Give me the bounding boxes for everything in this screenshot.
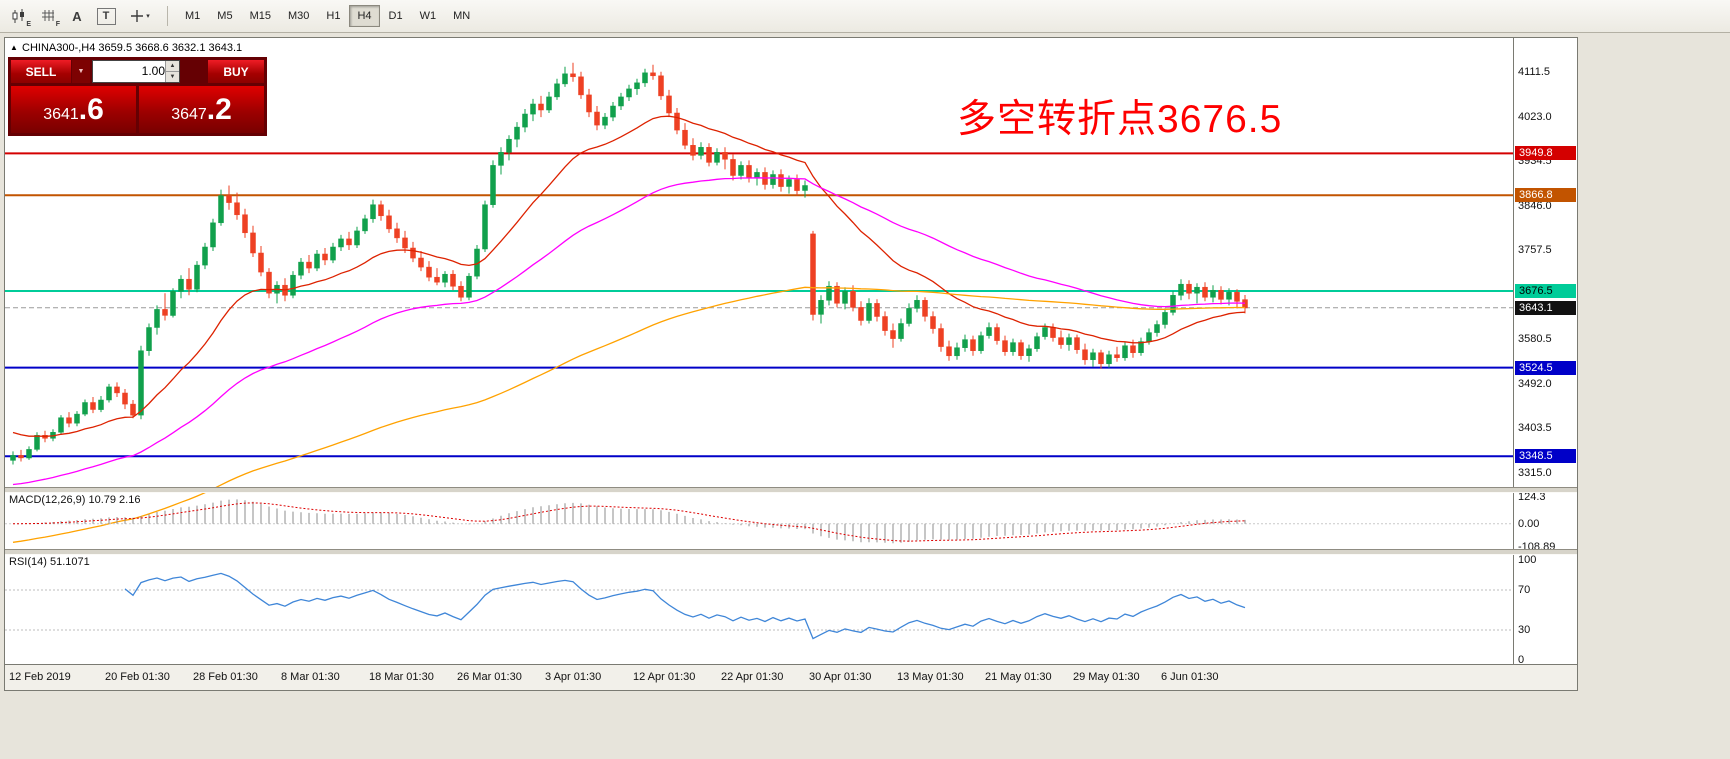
rsi-axis-tick: 70 <box>1518 584 1531 596</box>
grid-icon[interactable]: F <box>35 4 61 28</box>
order-options-caret-icon[interactable]: ▼ <box>72 60 90 83</box>
time-axis-label: 13 May 01:30 <box>897 671 964 683</box>
hline-price-label: 3866.8 <box>1515 188 1576 203</box>
sell-price-main: 3641 <box>43 106 79 123</box>
rsi-pane-label: RSI(14) 51.1071 <box>9 556 90 568</box>
one-click-trading-panel: SELL ▼ ▲ ▼ BUY 3641.6 3647.2 <box>8 57 267 136</box>
timeframe-button-m1[interactable]: M1 <box>185 10 201 22</box>
dropdown-caret-icon: ▾ <box>146 13 150 20</box>
collapse-trade-panel-icon[interactable]: ▲ <box>10 43 18 52</box>
draw-tools-dropdown[interactable]: ▾ <box>122 4 158 28</box>
pane-divider[interactable] <box>5 487 1577 493</box>
text-label-tool-icon[interactable]: A <box>72 8 82 24</box>
rsi-axis-tick: 0 <box>1518 654 1525 666</box>
crosshair-icon <box>131 10 144 22</box>
time-axis-label: 20 Feb 01:30 <box>105 671 170 683</box>
tool-badge-e: E <box>26 21 31 28</box>
buy-price-button[interactable]: 3647.2 <box>139 86 264 133</box>
tool-badge-f: F <box>55 21 60 28</box>
textbox-tool-icon[interactable]: T <box>93 4 119 28</box>
time-axis-label: 28 Feb 01:30 <box>193 671 258 683</box>
toolbar: E F A T ▾ M1 M5 M15 M30 H1 H4 D1 W1 MN <box>0 0 1730 33</box>
price-tick: 3492.0 <box>1518 377 1552 390</box>
hline-price-label: 3524.5 <box>1515 360 1576 375</box>
price-tick: 3403.5 <box>1518 422 1552 435</box>
chart-ohlc-header: CHINA300-,H4 3659.5 3668.6 3632.1 3643.1 <box>22 42 243 54</box>
macd-pane-label: MACD(12,26,9) 10.79 2.16 <box>9 494 141 506</box>
timeframe-button-h4[interactable]: H4 <box>349 5 380 27</box>
grid-glyph <box>41 10 54 21</box>
candles-glyph <box>12 8 24 23</box>
price-tick: 3757.5 <box>1518 244 1552 257</box>
time-axis-label: 26 Mar 01:30 <box>457 671 522 683</box>
time-axis-label: 29 May 01:30 <box>1073 671 1140 683</box>
time-axis-label: 21 May 01:30 <box>985 671 1052 683</box>
sell-price-button[interactable]: 3641.6 <box>11 86 136 133</box>
time-axis-label: 22 Apr 01:30 <box>721 671 784 683</box>
price-tick: 3315.0 <box>1518 467 1552 480</box>
timeframe-button-mn[interactable]: MN <box>453 10 471 22</box>
time-axis-label: 12 Apr 01:30 <box>633 671 696 683</box>
sell-button[interactable]: SELL <box>11 60 71 83</box>
timeframe-button-h1[interactable]: H1 <box>326 10 341 22</box>
rsi-axis-tick: 100 <box>1518 554 1537 566</box>
annotation-text[interactable]: 多空转折点3676.5 <box>957 98 1283 141</box>
current-price-label: 3643.1 <box>1515 300 1576 315</box>
toolbar-separator <box>167 6 168 26</box>
main-chart-canvas[interactable] <box>5 38 1513 690</box>
price-tick: 3580.5 <box>1518 333 1552 346</box>
price-axis[interactable]: 4111.54023.03934.53846.03757.53669.03580… <box>1513 38 1577 666</box>
hline-price-label: 3949.8 <box>1515 146 1576 161</box>
volume-decrease-button[interactable]: ▼ <box>165 71 179 82</box>
sell-price-big: .6 <box>78 93 104 126</box>
volume-increase-button[interactable]: ▲ <box>165 61 179 71</box>
volume-input[interactable] <box>93 61 167 80</box>
time-axis-label: 8 Mar 01:30 <box>281 671 340 683</box>
price-tick: 4111.5 <box>1518 66 1551 78</box>
buy-button[interactable]: BUY <box>208 60 264 83</box>
macd-axis-tick: 124.3 <box>1518 491 1546 503</box>
timeframe-button-m5[interactable]: M5 <box>217 10 233 22</box>
timeframe-group: M1 M5 M15 M30 H1 H4 D1 W1 MN <box>177 5 479 27</box>
volume-field: ▲ ▼ <box>92 60 180 83</box>
price-tick: 3846.0 <box>1518 199 1552 212</box>
timeframe-button-m30[interactable]: M30 <box>287 10 310 22</box>
timeframe-button-d1[interactable]: D1 <box>388 10 403 22</box>
rsi-axis-tick: 30 <box>1518 624 1531 636</box>
time-axis-label: 18 Mar 01:30 <box>369 671 434 683</box>
time-axis-label: 6 Jun 01:30 <box>1161 671 1219 683</box>
time-axis-label: 12 Feb 2019 <box>9 671 71 683</box>
textbox-glyph: T <box>96 7 116 25</box>
timeframe-button-w1[interactable]: W1 <box>419 10 437 22</box>
hline-price-label: 3676.5 <box>1515 284 1576 299</box>
candlestick-chart-icon[interactable]: E <box>6 4 32 28</box>
time-axis-label: 30 Apr 01:30 <box>809 671 872 683</box>
pane-divider[interactable] <box>5 549 1577 555</box>
macd-axis-tick: 0.00 <box>1518 517 1540 530</box>
buy-price-big: .2 <box>206 93 232 126</box>
time-axis[interactable]: 12 Feb 2019 20 Feb 01:30 28 Feb 01:30 8 Mar… <box>5 664 1577 690</box>
time-axis-label: 3 Apr 01:30 <box>545 671 602 683</box>
price-tick: 4023.0 <box>1518 110 1552 123</box>
buy-price-main: 3647 <box>171 106 207 123</box>
chart-window: ▲ CHINA300-,H4 3659.5 3668.6 3632.1 3643… <box>4 37 1578 691</box>
timeframe-button-m15[interactable]: M15 <box>249 10 271 22</box>
hline-price-label: 3348.5 <box>1515 449 1576 464</box>
